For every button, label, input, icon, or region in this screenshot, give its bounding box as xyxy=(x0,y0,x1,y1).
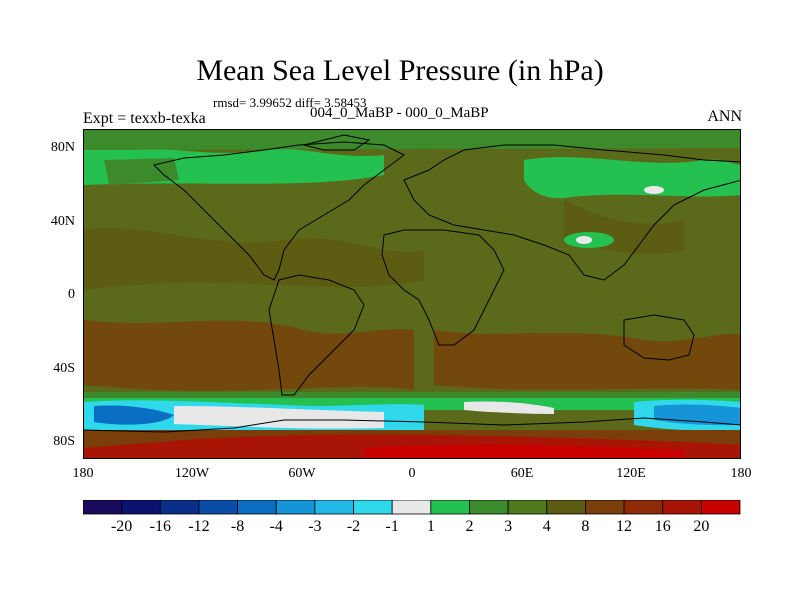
colorbar-label: -3 xyxy=(308,518,322,535)
field-antarctic-deep-red xyxy=(364,444,684,458)
y-tick-0: 0 xyxy=(68,287,75,302)
colorbar-label: -8 xyxy=(230,518,245,535)
colorbar-label: -20 xyxy=(110,518,133,535)
colorbar-swatch xyxy=(507,500,548,515)
field-so-white-west xyxy=(174,406,384,429)
y-tick-40s: 40S xyxy=(53,361,75,376)
colorbar-swatch xyxy=(314,500,354,515)
colorbar-swatch xyxy=(121,500,161,515)
colorbar-swatch xyxy=(469,500,509,515)
pressure-map xyxy=(83,129,741,459)
coast-antarctica xyxy=(84,417,740,433)
colorbar-label: 3 xyxy=(504,518,513,535)
coast-greenland xyxy=(303,134,371,151)
colorbar-label: -1 xyxy=(385,518,399,535)
y-tick-40n: 40N xyxy=(50,214,75,229)
field-so-white-mid xyxy=(464,401,554,414)
colorbar-label: -2 xyxy=(346,518,361,535)
colorbar-swatch xyxy=(275,500,316,515)
field-green-north-east xyxy=(524,157,740,199)
field-band-n xyxy=(84,227,424,290)
map-canvas xyxy=(84,130,740,458)
coast-south-america xyxy=(268,274,365,396)
colorbar-label: 2 xyxy=(465,518,474,535)
colorbar-swatch xyxy=(662,500,702,515)
colorbar-label: -12 xyxy=(188,518,210,535)
stats-text: rmsd= 3.99652 diff= 3.58453 xyxy=(213,95,367,110)
colorbar-label: 4 xyxy=(542,518,551,535)
colorbar-swatch xyxy=(159,500,200,515)
colorbar-swatch xyxy=(198,500,238,515)
x-tick-120e: 120E xyxy=(616,466,646,481)
x-tick-60w: 60W xyxy=(288,466,316,481)
colorbar-swatch xyxy=(546,500,586,515)
colorbar-label: 1 xyxy=(426,518,435,535)
colorbar-swatch xyxy=(391,500,432,515)
period-label: 004_0_MaBP - 000_0_MaBP xyxy=(310,105,489,121)
colorbar-swatch xyxy=(585,500,625,515)
field-band-s-pacific xyxy=(84,320,414,391)
field-so-blue-west xyxy=(94,405,174,425)
y-tick-80n: 80N xyxy=(50,140,75,155)
colorbar-label: 20 xyxy=(693,518,710,535)
coastline xyxy=(84,134,740,433)
colorbar-label: -4 xyxy=(269,518,283,535)
x-tick-60e: 60E xyxy=(510,466,534,481)
colorbar-label: 16 xyxy=(654,518,671,535)
colorbar-swatch xyxy=(353,500,393,515)
colorbar-swatch xyxy=(623,500,664,515)
coast-africa xyxy=(381,229,505,346)
x-tick-120w: 120W xyxy=(174,466,210,481)
chart-title: Mean Sea Level Pressure (in hPa) xyxy=(196,54,604,87)
colorbar-swatch xyxy=(430,500,470,515)
field-band-s-indian xyxy=(434,330,740,390)
colorbar-swatch xyxy=(700,500,741,515)
coast-north-america xyxy=(153,141,405,281)
coast-australia xyxy=(623,314,695,361)
field-white-siberia xyxy=(644,186,664,194)
x-tick-180w: 180 xyxy=(72,466,94,481)
field-green-polar xyxy=(84,130,740,150)
field-white-tibet xyxy=(576,236,592,244)
coast-eurasia xyxy=(403,144,740,281)
x-tick-180e: 180 xyxy=(730,466,752,481)
colorbar-swatch xyxy=(83,500,123,515)
colorbar xyxy=(83,500,741,515)
colorbar-swatch xyxy=(237,500,277,515)
colorbar-label: -16 xyxy=(149,518,171,535)
colorbar-label: 8 xyxy=(581,518,590,535)
field-green-patch xyxy=(104,158,179,185)
season-label: ANN xyxy=(707,108,742,125)
y-tick-80s: 80S xyxy=(53,434,75,449)
colorbar-label: 12 xyxy=(616,518,633,535)
experiment-label: Expt = texxb-texka xyxy=(83,110,206,127)
x-tick-0: 0 xyxy=(408,466,416,481)
